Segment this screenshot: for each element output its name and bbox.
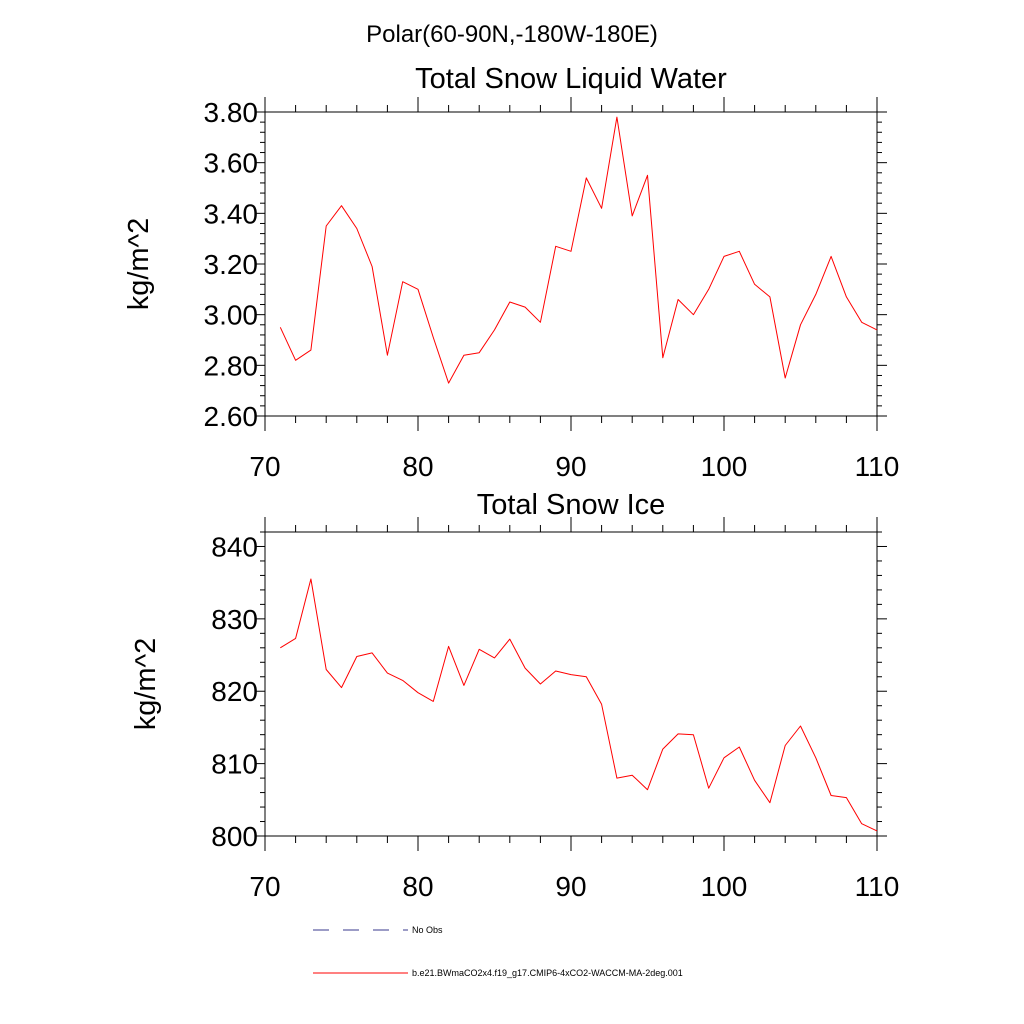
legend-label: No Obs [412, 925, 443, 935]
x-tick-label: 100 [701, 871, 748, 902]
plot-frame [264, 111, 878, 417]
y-tick-label: 840 [211, 531, 258, 562]
x-tick-label: 100 [701, 451, 748, 482]
y-tick-label: 3.20 [204, 249, 259, 280]
panel-snow-ice: Total Snow Ice kg/m^2 800 810 820 830 840 70 80 9… [130, 489, 899, 902]
series-line [280, 578, 878, 832]
y-tick-label: 2.60 [204, 401, 259, 432]
x-tick-label: 90 [555, 451, 586, 482]
y-axis-label: kg/m^2 [130, 638, 162, 731]
legend-label: b.e21.BWmaCO2x4.f19_g17.CMIP6-4xCO2-WACC… [412, 968, 683, 978]
panel-snow-liquid-water: Total Snow Liquid Water kg/m^2 2.60 2.80 3.0… [123, 63, 899, 482]
x-tick-label: 110 [855, 451, 900, 482]
series-line [279, 116, 878, 384]
y-tick-label: 810 [211, 749, 258, 780]
plot-frame [264, 531, 878, 837]
x-tick-label: 80 [402, 871, 433, 902]
x-tick-label: 80 [402, 451, 433, 482]
panel-title: Total Snow Liquid Water [415, 63, 727, 95]
legend: No Obs b.e21.BWmaCO2x4.f19_g17.CMIP6-4xCO… [313, 925, 683, 978]
y-tick-label: 2.80 [204, 350, 259, 381]
y-tick-label: 820 [211, 676, 258, 707]
y-tick-label: 800 [211, 821, 258, 852]
y-tick-label: 3.00 [204, 300, 259, 331]
y-tick-label: 3.40 [204, 198, 259, 229]
panel-title: Total Snow Ice [477, 489, 666, 521]
y-axis-label: kg/m^2 [123, 218, 155, 311]
x-tick-label: 110 [855, 871, 900, 902]
y-tick-label: 3.60 [204, 148, 259, 179]
y-tick-label: 830 [211, 604, 258, 635]
y-tick-label: 3.80 [204, 97, 259, 128]
figure-title: Polar(60-90N,-180W-180E) [366, 21, 658, 48]
x-tick-label: 70 [249, 871, 280, 902]
x-tick-label: 90 [555, 871, 586, 902]
x-tick-label: 70 [249, 451, 280, 482]
